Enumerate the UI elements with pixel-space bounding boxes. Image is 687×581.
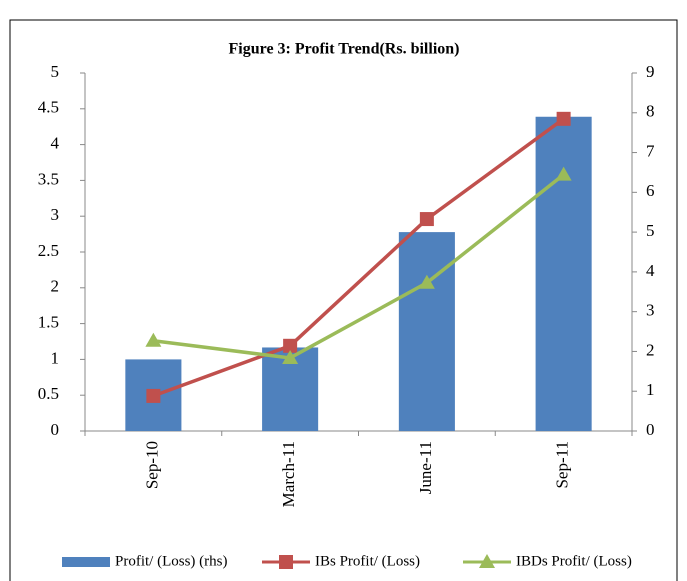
y-tick-label: 3.5 xyxy=(38,169,59,188)
point xyxy=(556,111,571,126)
y-tick-label: 0.5 xyxy=(38,384,59,403)
y2-tick-label: 2 xyxy=(646,340,655,359)
y2-tick-label: 3 xyxy=(646,301,655,320)
y2-tick-label: 9 xyxy=(646,62,655,81)
y-tick-label: 4 xyxy=(51,134,60,153)
line xyxy=(152,117,565,398)
y2-tick-label: 4 xyxy=(646,261,655,280)
y-tick-label: 3 xyxy=(51,205,60,224)
x-tick-label: March-11 xyxy=(279,441,298,507)
y-tick-label: 2.5 xyxy=(38,241,59,260)
point xyxy=(145,332,162,347)
legend-marker xyxy=(279,555,293,569)
legend-swatch xyxy=(62,557,110,567)
y-tick-label: 2 xyxy=(51,277,60,296)
point xyxy=(283,338,298,353)
bar xyxy=(398,232,455,431)
legend-label: IBs Profit/ (Loss) xyxy=(315,553,420,569)
y2-tick-label: 5 xyxy=(646,221,655,240)
bar xyxy=(535,116,592,431)
legend-label: Profit/ (Loss) (rhs) xyxy=(115,553,228,569)
y2-tick-label: 6 xyxy=(646,181,655,200)
y2-tick-label: 8 xyxy=(646,102,655,121)
chart-title: Figure 3: Profit Trend(Rs. billion) xyxy=(229,41,460,58)
point xyxy=(555,166,572,181)
x-tick-label: June-11 xyxy=(416,441,435,494)
y-tick-label: 4.5 xyxy=(38,98,59,117)
x-tick-label: Sep-11 xyxy=(553,441,572,489)
x-tick-label: Sep-10 xyxy=(142,441,161,489)
y-tick-label: 5 xyxy=(51,62,60,81)
y2-tick-label: 7 xyxy=(646,141,655,160)
point xyxy=(282,349,299,364)
point xyxy=(146,388,161,403)
legend-marker xyxy=(479,554,495,568)
y2-tick-label: 1 xyxy=(646,380,655,399)
y-tick-label: 0 xyxy=(51,420,60,439)
legend-label: IBDs Profit/ (Loss) xyxy=(516,553,632,569)
point xyxy=(418,274,435,289)
y-tick-label: 1.5 xyxy=(38,313,59,332)
y2-tick-label: 0 xyxy=(646,420,655,439)
y-tick-label: 1 xyxy=(51,348,60,367)
point xyxy=(419,212,434,227)
line xyxy=(153,173,565,360)
